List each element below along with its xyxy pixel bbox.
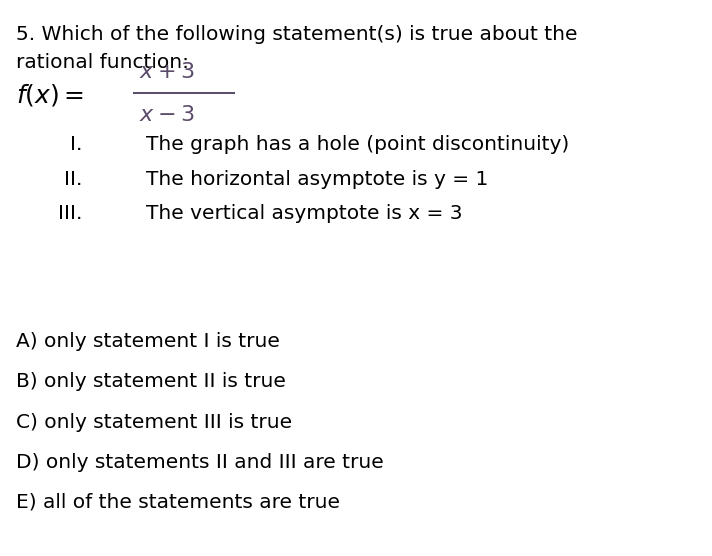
Text: A) only statement I is true: A) only statement I is true <box>16 332 280 351</box>
Text: D) only statements II and III are true: D) only statements II and III are true <box>16 453 384 471</box>
Text: The graph has a hole (point discontinuity): The graph has a hole (point discontinuit… <box>146 135 569 154</box>
Text: The horizontal asymptote is y = 1: The horizontal asymptote is y = 1 <box>146 170 488 188</box>
Text: E) all of the statements are true: E) all of the statements are true <box>16 493 340 512</box>
Text: C) only statement III is true: C) only statement III is true <box>16 413 292 431</box>
Text: III.: III. <box>58 204 82 223</box>
Text: $x + 3$: $x + 3$ <box>139 62 194 82</box>
Text: B) only statement II is true: B) only statement II is true <box>16 373 286 391</box>
Text: I.: I. <box>70 135 82 154</box>
Text: The vertical asymptote is x = 3: The vertical asymptote is x = 3 <box>146 204 463 223</box>
Text: $f(x) =$: $f(x) =$ <box>16 82 84 107</box>
Text: $x - 3$: $x - 3$ <box>139 105 194 125</box>
Text: rational function:: rational function: <box>16 53 189 72</box>
Text: II.: II. <box>63 170 82 188</box>
Text: 5. Which of the following statement(s) is true about the: 5. Which of the following statement(s) i… <box>16 25 577 44</box>
